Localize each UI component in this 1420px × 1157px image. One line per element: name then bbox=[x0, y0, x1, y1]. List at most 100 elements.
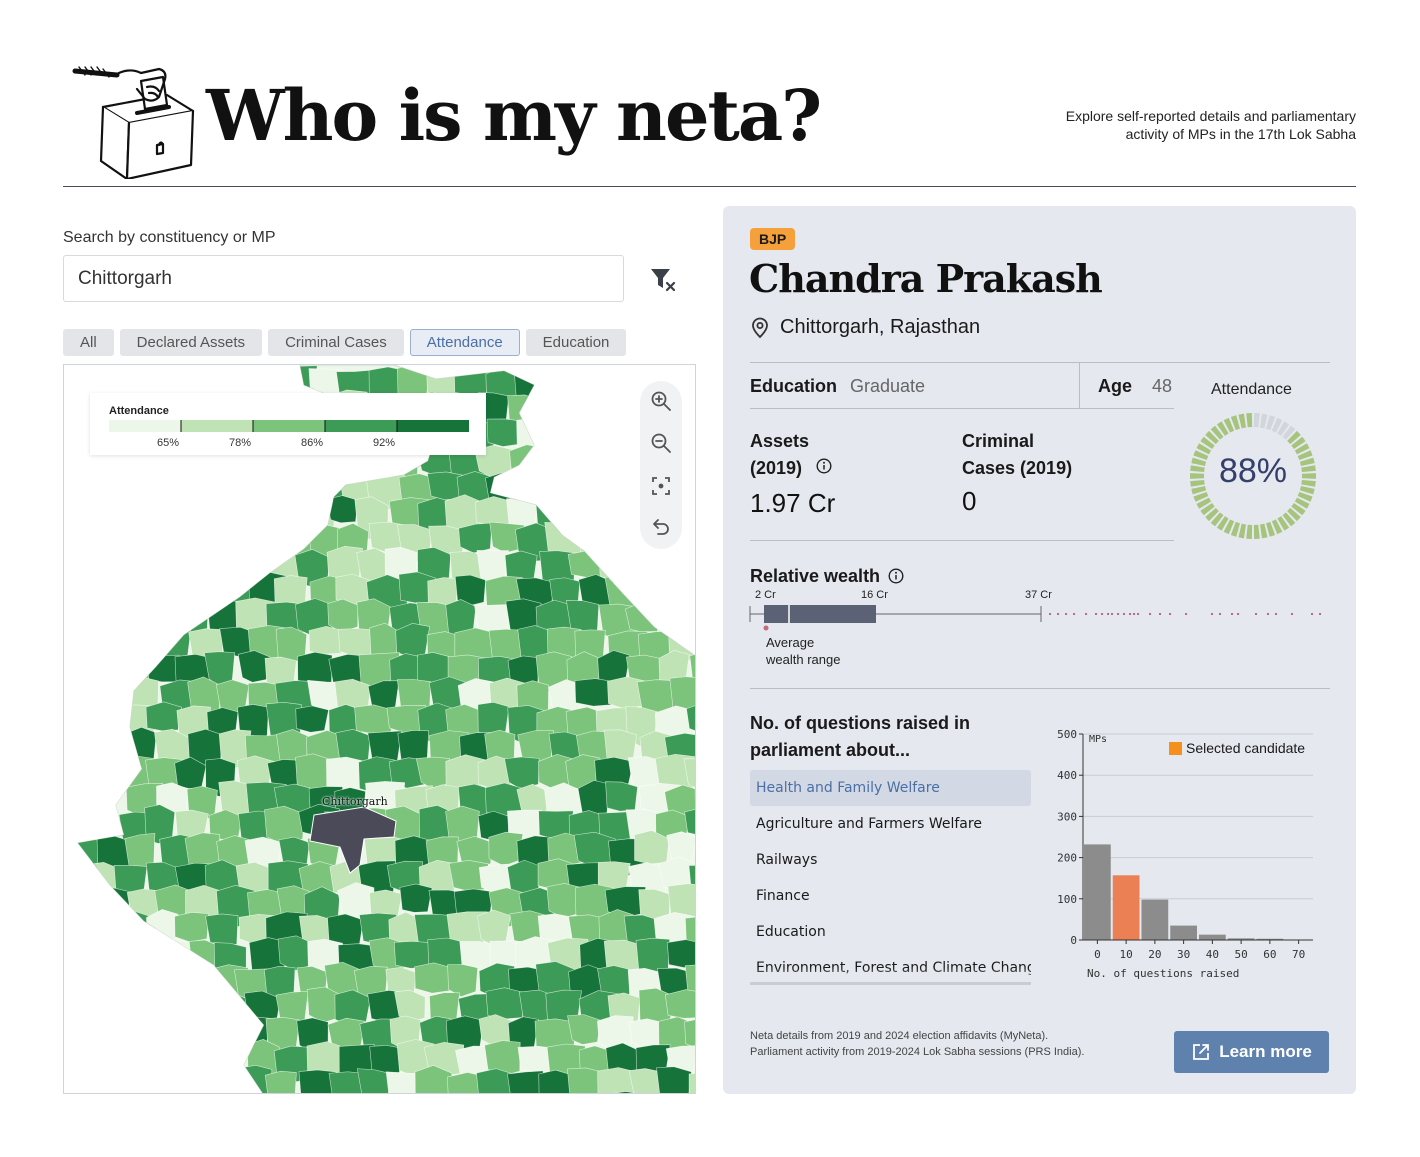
constituency-region[interactable] bbox=[504, 756, 540, 790]
constituency-region[interactable] bbox=[264, 805, 305, 845]
constituency-region[interactable] bbox=[519, 468, 562, 508]
clear-filter-icon[interactable] bbox=[648, 266, 678, 294]
tab-declared-assets[interactable]: Declared Assets bbox=[119, 329, 263, 356]
constituency-region[interactable] bbox=[686, 700, 696, 735]
constituency-region[interactable] bbox=[86, 966, 126, 1005]
constituency-region[interactable] bbox=[214, 991, 249, 1029]
constituency-region[interactable] bbox=[148, 597, 183, 633]
constituency-region[interactable] bbox=[393, 941, 431, 969]
constituency-region[interactable] bbox=[655, 546, 690, 585]
constituency-region[interactable] bbox=[64, 497, 99, 535]
constituency-region[interactable] bbox=[279, 472, 314, 507]
constituency-region[interactable] bbox=[64, 443, 93, 480]
constituency-region[interactable] bbox=[484, 1040, 521, 1077]
constituency-region[interactable] bbox=[95, 678, 132, 715]
constituency-region[interactable] bbox=[117, 546, 153, 587]
constituency-region[interactable] bbox=[183, 470, 220, 510]
constituency-region[interactable] bbox=[128, 1042, 170, 1074]
constituency-region[interactable] bbox=[205, 1068, 238, 1094]
constituency-region[interactable] bbox=[337, 882, 375, 920]
constituency-region[interactable] bbox=[597, 1067, 640, 1094]
topic-item[interactable]: Health and Family Welfare bbox=[750, 770, 1031, 806]
constituency-region[interactable] bbox=[295, 753, 332, 790]
constituency-region[interactable] bbox=[123, 625, 160, 657]
constituency-region[interactable] bbox=[298, 1069, 337, 1094]
constituency-region[interactable] bbox=[97, 626, 133, 655]
constituency-region[interactable] bbox=[628, 551, 665, 583]
constituency-region[interactable] bbox=[414, 1065, 453, 1094]
constituency-region[interactable] bbox=[458, 522, 493, 554]
constituency-region[interactable] bbox=[88, 912, 121, 943]
constituency-region[interactable] bbox=[159, 994, 197, 1029]
constituency-region[interactable] bbox=[64, 549, 98, 584]
constituency-region[interactable] bbox=[93, 1042, 127, 1074]
constituency-region[interactable] bbox=[605, 781, 638, 812]
constituency-region[interactable] bbox=[174, 912, 210, 943]
constituency-region[interactable] bbox=[684, 808, 696, 836]
constituency-region[interactable] bbox=[146, 547, 188, 582]
topic-list-scrollbar[interactable] bbox=[750, 982, 1031, 985]
constituency-region[interactable] bbox=[179, 1070, 217, 1094]
constituency-region[interactable] bbox=[64, 652, 96, 682]
constituency-region[interactable] bbox=[577, 368, 614, 402]
constituency-region[interactable] bbox=[84, 649, 125, 690]
constituency-region[interactable] bbox=[66, 991, 97, 1028]
constituency-region[interactable] bbox=[267, 496, 302, 530]
constituency-region[interactable] bbox=[596, 393, 632, 427]
constituency-region[interactable] bbox=[606, 520, 640, 555]
zoom-in-icon[interactable] bbox=[649, 389, 673, 413]
constituency-region[interactable] bbox=[65, 936, 97, 973]
constituency-region[interactable] bbox=[124, 990, 167, 1024]
constituency-region[interactable] bbox=[149, 1069, 187, 1094]
constituency-region[interactable] bbox=[68, 782, 101, 817]
constituency-region[interactable] bbox=[688, 1072, 696, 1094]
constituency-region[interactable] bbox=[154, 468, 188, 507]
selected-constituency[interactable] bbox=[309, 806, 397, 874]
constituency-region[interactable] bbox=[125, 525, 166, 556]
constituency-region[interactable] bbox=[88, 597, 126, 636]
constituency-region[interactable] bbox=[145, 1015, 179, 1051]
constituency-region[interactable] bbox=[96, 887, 131, 927]
constituency-region[interactable] bbox=[577, 780, 611, 818]
constituency-region[interactable] bbox=[235, 546, 269, 579]
tab-criminal-cases[interactable]: Criminal Cases bbox=[268, 329, 404, 356]
constituency-region[interactable] bbox=[538, 444, 575, 480]
constituency-region[interactable] bbox=[684, 1018, 696, 1050]
recenter-icon[interactable] bbox=[649, 474, 673, 498]
constituency-region[interactable] bbox=[64, 1015, 96, 1049]
constituency-region[interactable] bbox=[124, 470, 157, 506]
constituency-region[interactable] bbox=[608, 367, 646, 403]
constituency-region[interactable] bbox=[509, 444, 545, 480]
constituency-region[interactable] bbox=[326, 495, 359, 524]
constituency-region[interactable] bbox=[297, 651, 333, 685]
constituency-region[interactable] bbox=[686, 598, 696, 633]
constituency-region[interactable] bbox=[218, 470, 261, 507]
constituency-region[interactable] bbox=[156, 1043, 194, 1077]
constituency-region[interactable] bbox=[64, 705, 98, 739]
constituency-region[interactable] bbox=[399, 883, 433, 913]
constituency-region[interactable] bbox=[64, 1065, 88, 1094]
constituency-region[interactable] bbox=[64, 913, 90, 948]
topic-item[interactable]: Agriculture and Farmers Welfare bbox=[756, 816, 982, 832]
undo-icon[interactable] bbox=[649, 515, 673, 539]
constituency-region[interactable] bbox=[64, 963, 98, 1000]
constituency-region[interactable] bbox=[476, 1068, 516, 1094]
constituency-region[interactable] bbox=[185, 993, 220, 1025]
topic-item[interactable]: Education bbox=[756, 924, 826, 940]
constituency-region[interactable] bbox=[477, 701, 510, 737]
constituency-region[interactable] bbox=[67, 837, 99, 873]
constituency-region[interactable] bbox=[215, 523, 254, 554]
constituency-region[interactable] bbox=[69, 473, 106, 508]
constituency-region[interactable] bbox=[693, 471, 696, 503]
constituency-region[interactable] bbox=[635, 573, 672, 607]
constituency-region[interactable] bbox=[628, 1068, 662, 1094]
constituency-region[interactable] bbox=[694, 524, 696, 564]
constituency-region[interactable] bbox=[664, 572, 696, 609]
constituency-region[interactable] bbox=[656, 1066, 692, 1094]
constituency-region[interactable] bbox=[158, 626, 192, 660]
constituency-region[interactable] bbox=[174, 498, 208, 539]
constituency-region[interactable] bbox=[249, 524, 285, 562]
tab-all[interactable]: All bbox=[63, 329, 114, 356]
constituency-region[interactable] bbox=[338, 628, 376, 657]
constituency-region[interactable] bbox=[567, 1067, 605, 1094]
